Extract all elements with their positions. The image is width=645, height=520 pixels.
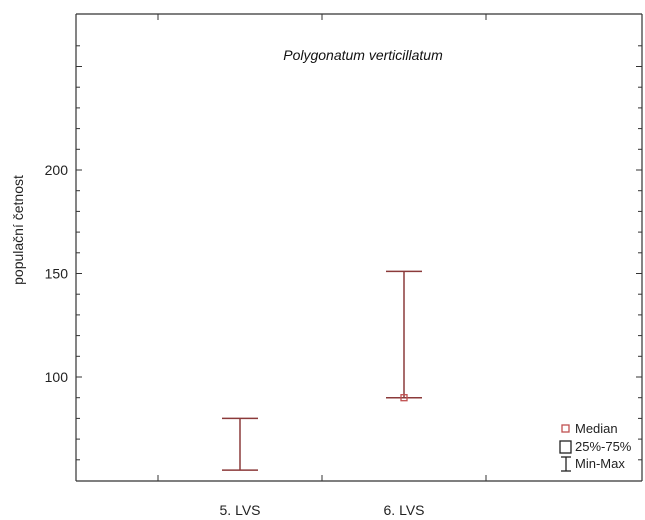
legend-median-label: Median [575,421,618,436]
plot-frame [75,13,643,482]
y-tick-label: 150 [45,266,69,282]
box-series [222,270,422,471]
box-2 [386,270,422,402]
x-category-label: 5. LVS [220,502,261,518]
legend-quartile-marker [559,440,572,454]
box-1 [222,417,258,471]
chart-title: Polygonatum verticillatum [283,47,443,63]
x-axis-ticks [157,14,487,481]
y-axis-ticks: 100 150 200 [45,45,642,461]
legend-median-marker [561,424,570,433]
legend-minmax-marker [561,456,571,472]
median-marker [400,394,408,402]
y-axis-label: populační četnost [10,175,26,285]
legend: Median 25%-75% Min-Max [559,421,632,472]
x-category-label: 6. LVS [384,502,425,518]
category-labels: 5. LVS 6. LVS [220,502,425,518]
legend-minmax-label: Min-Max [575,456,625,471]
y-tick-label: 100 [45,369,69,385]
legend-quartile-label: 25%-75% [575,439,632,454]
y-tick-label: 200 [45,162,69,178]
